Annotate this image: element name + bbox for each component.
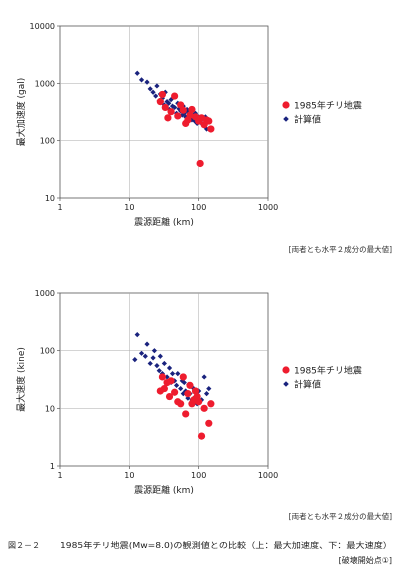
observed-point [186, 111, 194, 119]
x-axis-label: 震源距離 (km) [134, 484, 194, 496]
calculated-point [181, 379, 187, 386]
calculated-point [132, 356, 138, 363]
calculated-point [134, 70, 140, 76]
calculated-point [144, 79, 150, 85]
observed-point [158, 90, 167, 99]
observed-point [191, 387, 200, 395]
calculated-point [147, 360, 153, 367]
calculated-point [154, 83, 160, 89]
calculated-point [142, 353, 148, 359]
y-axis-label: 最大速度 (kine) [15, 347, 27, 412]
figure-caption-label: 図２－２ [8, 541, 40, 550]
observed-point [167, 108, 175, 116]
chart-note-bottom: [両者とも水平２成分の最大値] [289, 511, 392, 521]
observed-point [164, 114, 172, 122]
calculated-point [134, 331, 140, 338]
y-tick-label: 10000 [30, 22, 55, 31]
observed-point [158, 373, 167, 381]
calculated-point [203, 391, 210, 397]
observed-point [171, 92, 179, 100]
y-tick-label: 100 [40, 137, 55, 146]
calculated-point [173, 382, 180, 388]
x-tick-label: 1000 [258, 203, 278, 212]
figure-caption-text: 1985年チリ地震(Mw=8.0)の観測値との比較（上：最大加速度、下：最大速度… [60, 540, 392, 550]
observed-point [156, 387, 164, 395]
chart-note-top: [両者とも水平２成分の最大値] [289, 244, 392, 254]
calculated-point [185, 395, 191, 401]
calculated-point [169, 371, 176, 377]
calculated-point [153, 93, 159, 99]
observed-point [165, 392, 174, 401]
calculated-point [147, 86, 153, 92]
x-tick-label: 100 [191, 471, 206, 480]
x-tick-label: 1 [57, 471, 62, 480]
calculated-point [150, 355, 156, 361]
calculated-point [151, 348, 158, 354]
calculated-point [201, 374, 207, 380]
x-tick-label: 10 [124, 203, 134, 212]
calculated-point [138, 350, 145, 356]
observed-point [207, 125, 215, 133]
calculated-point [176, 106, 182, 112]
y-tick-label: 1 [50, 462, 55, 471]
legend-marker-observed [282, 101, 290, 109]
calculated-point [166, 365, 173, 371]
plot-frame [59, 292, 269, 467]
calculated-point [154, 363, 160, 369]
x-tick-label: 10 [124, 471, 134, 480]
calculated-point [138, 77, 145, 83]
velocity-chart: 1 10 100 1000 1 10 100 1000 震源距離 (km) 最大速度 (kine)… [15, 289, 362, 496]
legend-marker-observed [282, 366, 290, 374]
observed-point [184, 390, 192, 398]
observed-point [177, 400, 185, 408]
observed-point [186, 381, 194, 389]
observed-point [200, 404, 208, 412]
observed-point [196, 159, 204, 168]
calculated-point [161, 360, 167, 367]
calculated-point [166, 100, 172, 106]
calculated-point [156, 368, 162, 374]
observed-point [161, 103, 169, 112]
calculated-point [157, 353, 163, 359]
calculated-point [206, 385, 212, 392]
legend-marker-calculated [283, 116, 289, 122]
calculated-point [144, 341, 150, 347]
x-tick-label: 100 [191, 203, 206, 212]
calculated-point [150, 89, 156, 95]
calculated-point [172, 104, 178, 111]
y-tick-label: 10 [45, 194, 55, 203]
legend-marker-calculated [283, 381, 289, 387]
y-tick-label: 10 [45, 404, 55, 413]
observed-point [182, 410, 190, 418]
observed-point [205, 419, 213, 427]
observed-point [188, 105, 196, 114]
observed-point [174, 112, 182, 120]
observed-point [171, 388, 179, 396]
calculated-point [175, 371, 181, 377]
calculated-point [178, 385, 184, 392]
legend-label: 1985年チリ地震 [294, 100, 362, 112]
y-tick-label: 1000 [35, 79, 55, 88]
legend-label: 計算値 [294, 379, 321, 391]
observed-point [197, 432, 206, 440]
figure-caption-sub: [破壊開始点①] [339, 555, 392, 565]
x-tick-label: 1000 [258, 471, 278, 480]
y-axis-label: 最大加速度 (gal) [15, 78, 27, 147]
observed-point [207, 400, 215, 408]
y-tick-label: 100 [40, 347, 55, 356]
x-tick-label: 1 [57, 203, 62, 212]
observed-point [179, 106, 187, 114]
plot-frame [59, 25, 269, 199]
legend-label: 計算値 [294, 114, 321, 126]
legend-label: 1985年チリ地震 [294, 365, 362, 377]
observed-point [179, 373, 187, 381]
observed-point [205, 117, 213, 125]
y-tick-label: 1000 [35, 289, 55, 298]
observed-point [167, 377, 175, 385]
x-axis-label: 震源距離 (km) [134, 216, 194, 228]
observed-point [156, 98, 164, 106]
observed-point [195, 398, 203, 406]
